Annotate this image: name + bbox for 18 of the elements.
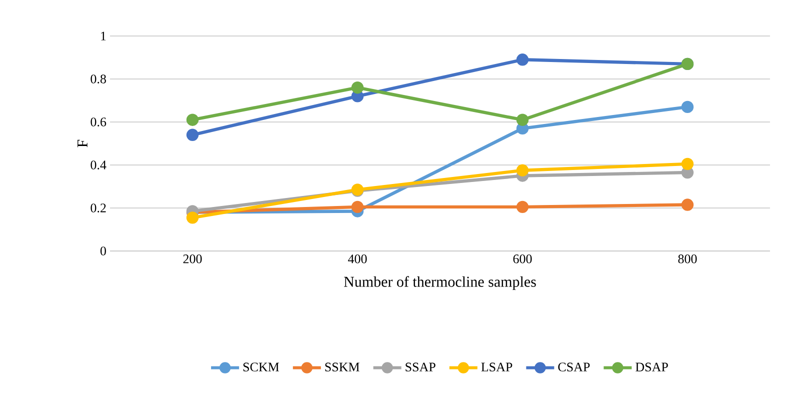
legend-label: DSAP <box>636 362 668 372</box>
legend-label: SSAP <box>406 362 436 372</box>
legend-label: SCKM <box>243 362 280 372</box>
y-tick-label: 0.6 <box>90 118 106 126</box>
x-tick-label: 200 <box>183 254 202 264</box>
x-axis-title: Number of thermocline samples <box>344 276 536 290</box>
legend-label: LSAP <box>481 362 512 372</box>
legend-label: CSAP <box>558 362 590 372</box>
y-axis-title: F <box>78 140 88 148</box>
y-tick-label: 0.4 <box>90 160 106 170</box>
y-tick-label: 0.8 <box>90 74 106 84</box>
x-tick-label: 600 <box>513 254 532 264</box>
y-tick-label: 0.2 <box>90 204 106 212</box>
x-tick-label: 800 <box>678 254 697 264</box>
legend-label: SSKM <box>325 362 360 372</box>
y-tick-label: 0 <box>100 246 106 256</box>
y-tick-label: 1 <box>101 32 106 40</box>
x-tick-label: 400 <box>348 254 367 264</box>
